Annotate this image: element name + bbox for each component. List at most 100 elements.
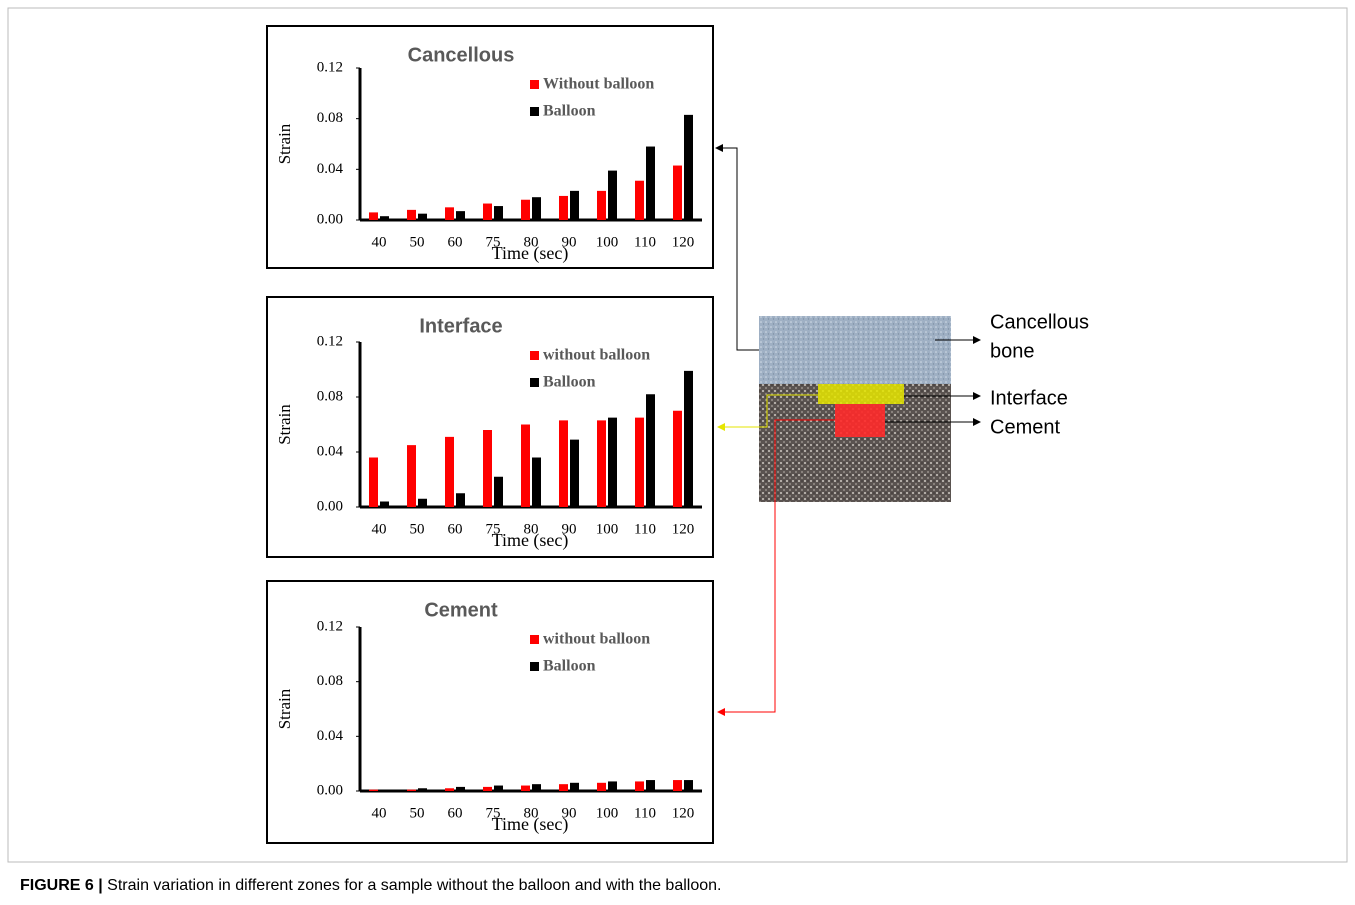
interface-zone — [818, 384, 904, 404]
x-tick-label: 90 — [562, 805, 577, 821]
legend-swatch — [530, 80, 539, 89]
bar — [521, 199, 530, 220]
bar — [407, 789, 416, 791]
bar — [559, 195, 568, 220]
bar — [646, 146, 655, 220]
legend-label: without balloon — [543, 347, 650, 364]
y-axis-label: Strain — [275, 123, 294, 164]
legend-swatch — [530, 635, 539, 644]
y-tick-label: 0.08 — [317, 673, 343, 689]
chart-box — [266, 296, 714, 558]
y-tick-label: 0.12 — [317, 618, 343, 634]
bar — [456, 786, 465, 791]
bar — [684, 114, 693, 220]
bar — [673, 410, 682, 507]
bar — [635, 180, 644, 220]
x-tick-label: 120 — [672, 805, 695, 821]
bar — [673, 165, 682, 220]
bar — [608, 170, 617, 220]
x-tick-label: 50 — [410, 234, 425, 250]
bar — [635, 417, 644, 507]
y-tick-label: 0.00 — [317, 498, 343, 514]
y-tick-label: 0.12 — [317, 333, 343, 349]
x-tick-label: 40 — [372, 805, 387, 821]
chart-title: Interface — [419, 315, 502, 337]
legend-swatch — [530, 107, 539, 116]
bar — [456, 493, 465, 507]
bar — [445, 207, 454, 220]
bar — [684, 780, 693, 791]
legend-label: Balloon — [543, 103, 596, 120]
bar — [597, 782, 606, 791]
x-tick-label: 110 — [634, 234, 656, 250]
bar — [646, 780, 655, 791]
bar — [445, 788, 454, 791]
bar — [597, 190, 606, 220]
connector — [717, 394, 818, 431]
bar — [369, 212, 378, 220]
connector — [717, 419, 835, 716]
diagram-label: Cement — [990, 416, 1060, 438]
diagram-label: Cancellous — [990, 311, 1089, 333]
x-tick-label: 60 — [448, 805, 463, 821]
x-tick-label: 40 — [372, 234, 387, 250]
x-tick-label: 90 — [562, 234, 577, 250]
x-tick-label: 80 — [524, 805, 539, 821]
connector — [715, 144, 759, 351]
caption-label: FIGURE 6 | — [20, 877, 103, 894]
y-tick-label: 0.04 — [317, 443, 344, 459]
bar — [521, 424, 530, 507]
x-tick-label: 80 — [524, 234, 539, 250]
x-tick-label: 80 — [524, 521, 539, 537]
x-axis-label: Time (sec) — [492, 530, 569, 551]
bar — [559, 784, 568, 791]
y-axis-label: Strain — [275, 688, 294, 729]
x-tick-label: 60 — [448, 521, 463, 537]
figure-frame — [7, 7, 1348, 863]
legend-label: without balloon — [543, 631, 650, 648]
bar — [483, 203, 492, 220]
bar — [418, 788, 427, 791]
x-tick-label: 50 — [410, 805, 425, 821]
bar — [380, 789, 389, 791]
x-tick-label: 100 — [596, 805, 619, 821]
bar — [532, 457, 541, 507]
bar — [570, 782, 579, 791]
bar — [418, 498, 427, 507]
bar — [532, 784, 541, 791]
diagram-label: bone — [990, 340, 1035, 362]
bar — [445, 436, 454, 507]
bar — [380, 216, 389, 220]
bar — [483, 786, 492, 791]
bar — [407, 445, 416, 507]
y-tick-label: 0.04 — [317, 728, 344, 744]
chart-box — [266, 25, 714, 269]
x-tick-label: 110 — [634, 805, 656, 821]
x-tick-label: 100 — [596, 234, 619, 250]
x-tick-label: 75 — [486, 234, 501, 250]
y-tick-label: 0.00 — [317, 211, 343, 227]
bar — [532, 197, 541, 220]
legend-swatch — [530, 662, 539, 671]
x-tick-label: 110 — [634, 521, 656, 537]
bar — [369, 789, 378, 791]
bar — [559, 420, 568, 507]
bar — [494, 785, 503, 791]
bar — [456, 211, 465, 220]
y-tick-label: 0.04 — [317, 161, 344, 177]
x-axis-label: Time (sec) — [492, 814, 569, 835]
bar — [608, 417, 617, 507]
x-tick-label: 40 — [372, 521, 387, 537]
bar — [646, 394, 655, 507]
bar — [570, 190, 579, 220]
cancellous-region — [759, 316, 951, 384]
legend-swatch — [530, 351, 539, 360]
legend-label: Balloon — [543, 374, 596, 391]
x-tick-label: 120 — [672, 521, 695, 537]
x-tick-label: 60 — [448, 234, 463, 250]
legend-swatch — [530, 378, 539, 387]
bar — [635, 781, 644, 791]
bar — [521, 785, 530, 791]
chart-title: Cancellous — [408, 44, 515, 66]
